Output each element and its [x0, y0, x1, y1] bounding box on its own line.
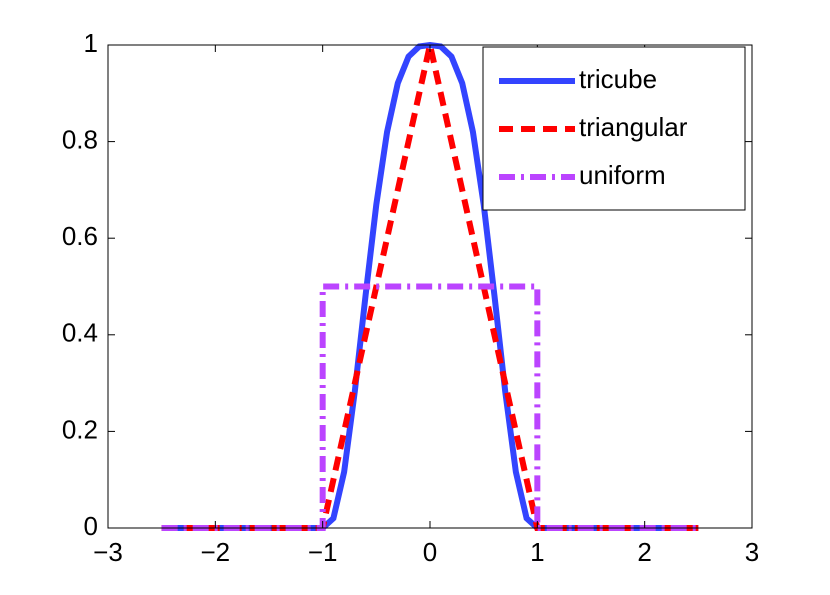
x-tick-label: −3 — [93, 537, 123, 567]
x-tick-label: −2 — [201, 537, 231, 567]
y-tick-label: 0.4 — [62, 318, 98, 348]
y-tick-label: 0 — [84, 511, 98, 541]
y-tick-label: 0.6 — [62, 221, 98, 251]
legend-label: triangular — [579, 112, 688, 142]
y-tick-label: 0.8 — [62, 124, 98, 154]
y-tick-label: 1 — [84, 28, 98, 58]
x-tick-label: 2 — [637, 537, 651, 567]
legend: tricube triangular uniform — [482, 46, 746, 211]
legend-label: tricube — [579, 64, 657, 94]
x-tick-label: −1 — [308, 537, 338, 567]
x-tick-label: 1 — [530, 537, 544, 567]
y-tick-label: 0.2 — [62, 414, 98, 444]
x-tick-label: 0 — [423, 537, 437, 567]
legend-label: uniform — [579, 160, 666, 190]
x-tick-label: 3 — [745, 537, 759, 567]
